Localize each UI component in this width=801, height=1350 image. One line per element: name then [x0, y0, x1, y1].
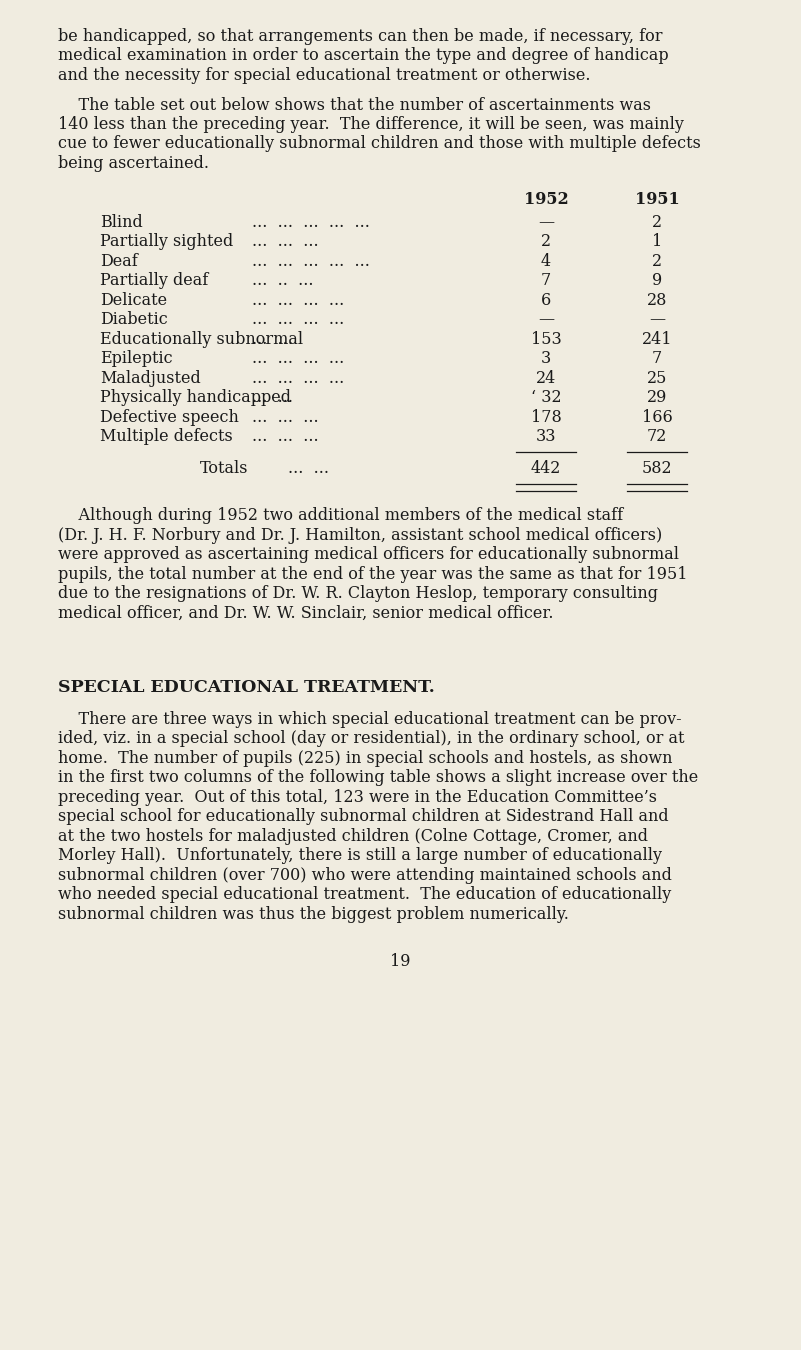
Text: 6: 6	[541, 292, 551, 309]
Text: ...  ...  ...: ... ... ...	[252, 409, 319, 425]
Text: 140 less than the preceding year.  The difference, it will be seen, was mainly: 140 less than the preceding year. The di…	[58, 116, 684, 134]
Text: in the first two columns of the following table shows a slight increase over the: in the first two columns of the followin…	[58, 769, 698, 786]
Text: who needed special educational treatment.  The education of educationally: who needed special educational treatment…	[58, 886, 671, 903]
Text: ...  ...  ...  ...  ...: ... ... ... ... ...	[252, 252, 370, 270]
Text: 2: 2	[541, 234, 551, 250]
Text: —: —	[538, 213, 554, 231]
Text: preceding year.  Out of this total, 123 were in the Education Committee’s: preceding year. Out of this total, 123 w…	[58, 788, 657, 806]
Text: 24: 24	[536, 370, 556, 387]
Text: 29: 29	[647, 389, 667, 406]
Text: Multiple defects: Multiple defects	[100, 428, 233, 446]
Text: 178: 178	[530, 409, 562, 425]
Text: subnormal children was thus the biggest problem numerically.: subnormal children was thus the biggest …	[58, 906, 569, 922]
Text: The table set out below shows that the number of ascertainments was: The table set out below shows that the n…	[58, 96, 651, 113]
Text: ...  ...: ... ...	[288, 460, 329, 477]
Text: 7: 7	[541, 273, 551, 289]
Text: Educationally subnormal: Educationally subnormal	[100, 331, 303, 348]
Text: at the two hostels for maladjusted children (Colne Cottage, Cromer, and: at the two hostels for maladjusted child…	[58, 828, 648, 845]
Text: 4: 4	[541, 252, 551, 270]
Text: Defective speech: Defective speech	[100, 409, 239, 425]
Text: being ascertained.: being ascertained.	[58, 155, 209, 171]
Text: due to the resignations of Dr. W. R. Clayton Heslop, temporary consulting: due to the resignations of Dr. W. R. Cla…	[58, 586, 658, 602]
Text: were approved as ascertaining medical officers for educationally subnormal: were approved as ascertaining medical of…	[58, 547, 679, 563]
Text: 442: 442	[531, 460, 562, 477]
Text: cue to fewer educationally subnormal children and those with multiple defects: cue to fewer educationally subnormal chi…	[58, 135, 701, 153]
Text: 25: 25	[647, 370, 667, 387]
Text: ...  ...: ... ...	[252, 389, 293, 406]
Text: ...  ...  ...  ...: ... ... ... ...	[252, 312, 344, 328]
Text: ...  ...  ...: ... ... ...	[252, 428, 319, 446]
Text: Deaf: Deaf	[100, 252, 138, 270]
Text: ...  ...  ...: ... ... ...	[252, 234, 319, 250]
Text: 582: 582	[642, 460, 672, 477]
Text: Morley Hall).  Unfortunately, there is still a large number of educationally: Morley Hall). Unfortunately, there is st…	[58, 846, 662, 864]
Text: Blind: Blind	[100, 213, 143, 231]
Text: Diabetic: Diabetic	[100, 312, 167, 328]
Text: 3: 3	[541, 351, 551, 367]
Text: Totals: Totals	[200, 460, 248, 477]
Text: There are three ways in which special educational treatment can be prov-: There are three ways in which special ed…	[58, 710, 682, 728]
Text: and the necessity for special educational treatment or otherwise.: and the necessity for special educationa…	[58, 68, 590, 84]
Text: Partially sighted: Partially sighted	[100, 234, 233, 250]
Text: (Dr. J. H. F. Norbury and Dr. J. Hamilton, assistant school medical officers): (Dr. J. H. F. Norbury and Dr. J. Hamilto…	[58, 526, 662, 544]
Text: 241: 241	[642, 331, 672, 348]
Text: 1951: 1951	[634, 190, 679, 208]
Text: SPECIAL EDUCATIONAL TREATMENT.: SPECIAL EDUCATIONAL TREATMENT.	[58, 679, 435, 697]
Text: Physically handicapped: Physically handicapped	[100, 389, 291, 406]
Text: 1: 1	[652, 234, 662, 250]
Text: special school for educationally subnormal children at Sidestrand Hall and: special school for educationally subnorm…	[58, 809, 669, 825]
Text: 28: 28	[647, 292, 667, 309]
Text: ...  ...  ...  ...  ...: ... ... ... ... ...	[252, 213, 370, 231]
Text: medical examination in order to ascertain the type and degree of handicap: medical examination in order to ascertai…	[58, 47, 669, 65]
Text: 9: 9	[652, 273, 662, 289]
Text: —: —	[538, 312, 554, 328]
Text: home.  The number of pupils (225) in special schools and hostels, as shown: home. The number of pupils (225) in spec…	[58, 749, 673, 767]
Text: 153: 153	[530, 331, 562, 348]
Text: 72: 72	[647, 428, 667, 446]
Text: 19: 19	[390, 953, 411, 971]
Text: 33: 33	[536, 428, 556, 446]
Text: Delicate: Delicate	[100, 292, 167, 309]
Text: ...  ...: ... ...	[252, 331, 293, 348]
Text: pupils, the total number at the end of the year was the same as that for 1951: pupils, the total number at the end of t…	[58, 566, 687, 583]
Text: Partially deaf: Partially deaf	[100, 273, 208, 289]
Text: —: —	[649, 312, 665, 328]
Text: Although during 1952 two additional members of the medical staff: Although during 1952 two additional memb…	[58, 508, 623, 524]
Text: ...  ...  ...  ...: ... ... ... ...	[252, 370, 344, 387]
Text: ...  ...  ...  ...: ... ... ... ...	[252, 351, 344, 367]
Text: 1952: 1952	[524, 190, 569, 208]
Text: ...  ...  ...  ...: ... ... ... ...	[252, 292, 344, 309]
Text: ...  ..  ...: ... .. ...	[252, 273, 313, 289]
Text: ‘ 32: ‘ 32	[531, 389, 562, 406]
Text: be handicapped, so that arrangements can then be made, if necessary, for: be handicapped, so that arrangements can…	[58, 28, 662, 45]
Text: 166: 166	[642, 409, 672, 425]
Text: ided, viz. in a special school (day or residential), in the ordinary school, or : ided, viz. in a special school (day or r…	[58, 730, 685, 747]
Text: 2: 2	[652, 252, 662, 270]
Text: 2: 2	[652, 213, 662, 231]
Text: Epileptic: Epileptic	[100, 351, 173, 367]
Text: Maladjusted: Maladjusted	[100, 370, 201, 387]
Text: subnormal children (over 700) who were attending maintained schools and: subnormal children (over 700) who were a…	[58, 867, 672, 884]
Text: medical officer, and Dr. W. W. Sinclair, senior medical officer.: medical officer, and Dr. W. W. Sinclair,…	[58, 605, 553, 622]
Text: 7: 7	[652, 351, 662, 367]
